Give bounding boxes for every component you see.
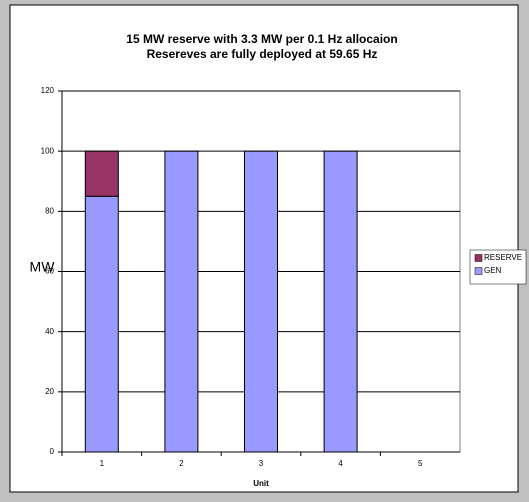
y-tick-label: 100 bbox=[41, 146, 55, 155]
x-tick-label: 2 bbox=[179, 459, 184, 468]
bar bbox=[244, 150, 278, 453]
legend-swatch bbox=[474, 254, 483, 262]
y-tick-label: 60 bbox=[45, 267, 54, 276]
x-tick-label: 1 bbox=[100, 459, 105, 468]
legend-label: GEN bbox=[484, 266, 502, 275]
y-tick-label: 40 bbox=[45, 327, 54, 336]
bar bbox=[84, 195, 119, 453]
bar bbox=[84, 150, 119, 197]
legend-swatch bbox=[474, 267, 483, 275]
x-axis-label: Unit bbox=[253, 479, 269, 488]
y-tick-label: 80 bbox=[45, 206, 54, 215]
bar bbox=[323, 150, 358, 453]
legend-label: RESERVE bbox=[484, 253, 522, 262]
x-tick-label: 5 bbox=[418, 459, 423, 468]
x-tick-label: 4 bbox=[338, 459, 343, 468]
bar bbox=[164, 150, 199, 453]
chart-title: 15 MW reserve with 3.3 MW per 0.1 Hz all… bbox=[126, 32, 397, 46]
y-axis-label: MW bbox=[30, 259, 56, 275]
y-tick-label: 0 bbox=[50, 447, 55, 456]
y-tick-label: 20 bbox=[45, 387, 54, 396]
x-tick-label: 3 bbox=[259, 459, 264, 468]
y-tick-label: 120 bbox=[41, 86, 55, 95]
chart-subtitle: Resereves are fully deployed at 59.65 Hz bbox=[147, 47, 378, 61]
